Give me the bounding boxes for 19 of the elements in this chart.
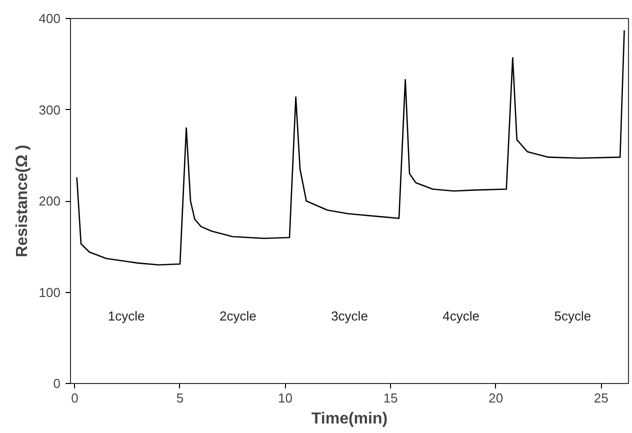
annotation: 1cycle xyxy=(108,308,145,324)
line-series xyxy=(76,30,625,266)
y-tick-label: 300 xyxy=(38,102,61,118)
y-tick-label: 100 xyxy=(38,284,61,300)
y-tick-label: 0 xyxy=(53,376,61,391)
annotation: 4cycle xyxy=(442,308,480,324)
x-axis-title: Time(min) xyxy=(311,410,388,428)
y-tick-label: 200 xyxy=(38,194,61,208)
y-tick-label: 400 xyxy=(38,11,61,26)
y-axis-title: Resistance(Ω ) xyxy=(14,144,31,258)
annotation: 2cycle xyxy=(219,308,256,324)
x-tick-label: 20 xyxy=(488,390,504,406)
x-tick-label: 5 xyxy=(176,390,184,406)
x-tick-label: 10 xyxy=(278,390,293,406)
x-tick-label: 0 xyxy=(71,390,78,406)
annotation: 3cycle xyxy=(331,308,368,324)
x-tick-label: 25 xyxy=(594,390,608,406)
annotation: 5cycle xyxy=(554,308,592,324)
x-tick-label: 15 xyxy=(383,390,398,406)
